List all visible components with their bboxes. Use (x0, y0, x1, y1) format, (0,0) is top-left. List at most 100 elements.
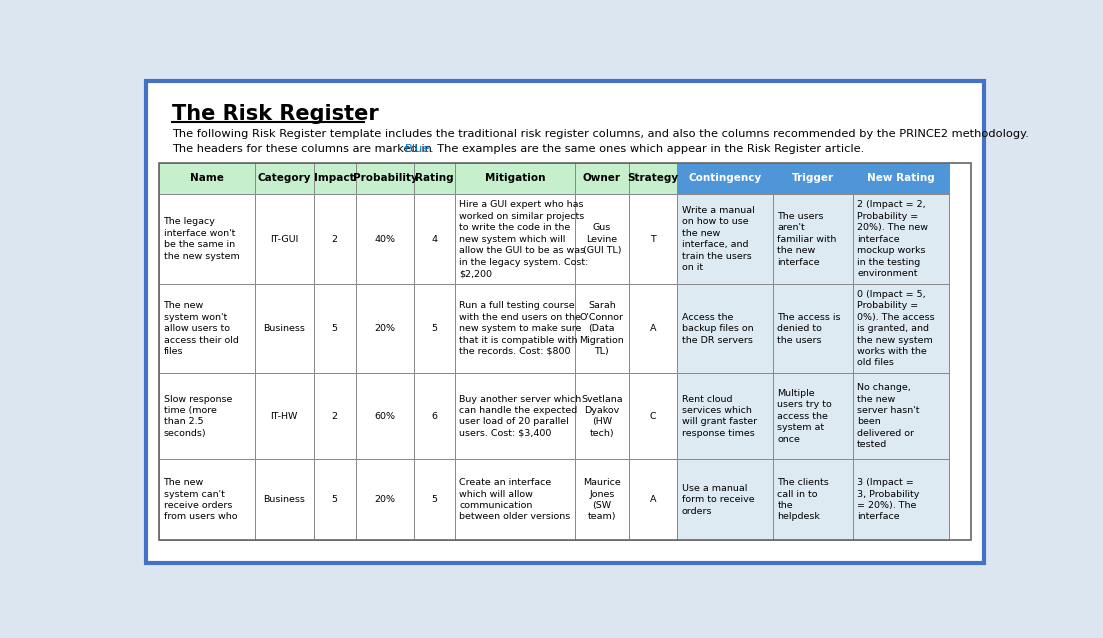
Bar (575, 195, 629, 284)
Text: 4: 4 (431, 235, 438, 244)
Bar (356, 284, 415, 373)
Text: The following Risk Register template includes the traditional risk register colu: The following Risk Register template inc… (172, 129, 1029, 139)
Text: The legacy
interface won't
be the same in
the new system: The legacy interface won't be the same i… (163, 218, 239, 261)
Bar (255, 373, 313, 459)
Bar (853, 163, 949, 195)
Text: The headers for these columns are marked in: The headers for these columns are marked… (172, 144, 436, 154)
Bar (575, 284, 629, 373)
Bar (629, 284, 677, 373)
Text: The clients
call in to
the
helpdesk: The clients call in to the helpdesk (778, 478, 829, 521)
Text: Strategy: Strategy (628, 174, 678, 184)
Text: Trigger: Trigger (792, 174, 834, 184)
Text: The new
system won't
allow users to
access their old
files: The new system won't allow users to acce… (163, 301, 238, 356)
Text: Blue: Blue (405, 144, 430, 154)
Bar (313, 284, 356, 373)
Bar (255, 459, 313, 540)
Text: A: A (650, 495, 656, 504)
Bar (159, 373, 255, 459)
Text: Gus
Levine
(GUI TL): Gus Levine (GUI TL) (582, 223, 621, 255)
Bar (773, 284, 853, 373)
Bar (159, 195, 255, 284)
Text: The Risk Register: The Risk Register (172, 103, 378, 124)
Bar (575, 459, 629, 540)
Text: Svetlana
Dyakov
(HW
tech): Svetlana Dyakov (HW tech) (581, 394, 623, 438)
Bar (575, 163, 629, 195)
Bar (677, 459, 773, 540)
Bar (313, 459, 356, 540)
Bar (415, 163, 454, 195)
Text: No change,
the new
server hasn't
been
delivered or
tested: No change, the new server hasn't been de… (857, 383, 920, 449)
Bar (159, 163, 255, 195)
Text: 40%: 40% (375, 235, 396, 244)
Text: Business: Business (264, 324, 306, 333)
Bar (454, 284, 575, 373)
Text: 2 (Impact = 2,
Probability =
20%). The new
interface
mockup works
in the testing: 2 (Impact = 2, Probability = 20%). The n… (857, 200, 928, 278)
Bar (356, 195, 415, 284)
Bar (629, 459, 677, 540)
Bar (255, 163, 313, 195)
Text: 2: 2 (332, 235, 338, 244)
Text: Probability: Probability (353, 174, 417, 184)
Text: Category: Category (258, 174, 311, 184)
Bar (313, 373, 356, 459)
Text: . The examples are the same ones which appear in the Risk Register article.: . The examples are the same ones which a… (430, 144, 865, 154)
Text: Run a full testing course
with the end users on the
new system to make sure
that: Run a full testing course with the end u… (459, 301, 581, 356)
Text: Access the
backup files on
the DR servers: Access the backup files on the DR server… (682, 313, 753, 345)
Text: 20%: 20% (375, 495, 396, 504)
Bar (313, 163, 356, 195)
Text: Contingency: Contingency (688, 174, 762, 184)
Bar (677, 195, 773, 284)
Text: 6: 6 (431, 412, 438, 421)
Bar (853, 195, 949, 284)
Text: IT-HW: IT-HW (270, 412, 298, 421)
Text: 0 (Impact = 5,
Probability =
0%). The access
is granted, and
the new system
work: 0 (Impact = 5, Probability = 0%). The ac… (857, 290, 934, 367)
Text: The new
system can't
receive orders
from users who: The new system can't receive orders from… (163, 478, 237, 521)
Bar (677, 284, 773, 373)
Bar (255, 284, 313, 373)
Text: IT-GUI: IT-GUI (270, 235, 299, 244)
Bar (773, 459, 853, 540)
Bar (454, 373, 575, 459)
Text: Buy another server which
can handle the expected
user load of 20 parallel
users.: Buy another server which can handle the … (459, 394, 581, 438)
Text: Owner: Owner (582, 174, 621, 184)
Bar (853, 373, 949, 459)
Text: Impact: Impact (314, 174, 355, 184)
Text: 2: 2 (332, 412, 338, 421)
Bar (677, 163, 773, 195)
Bar (356, 373, 415, 459)
Text: A: A (650, 324, 656, 333)
Text: New Rating: New Rating (867, 174, 934, 184)
Bar (356, 459, 415, 540)
Text: Name: Name (190, 174, 224, 184)
Bar (454, 459, 575, 540)
Text: The users
aren't
familiar with
the new
interface: The users aren't familiar with the new i… (778, 212, 837, 267)
Bar (159, 163, 972, 540)
Text: Hire a GUI expert who has
worked on similar projects
to write the code in the
ne: Hire a GUI expert who has worked on simi… (459, 200, 589, 278)
Text: Use a manual
form to receive
orders: Use a manual form to receive orders (682, 484, 754, 516)
Bar (677, 373, 773, 459)
Text: 5: 5 (332, 495, 338, 504)
Bar (415, 459, 454, 540)
Bar (313, 195, 356, 284)
Bar (356, 163, 415, 195)
Bar (629, 373, 677, 459)
Bar (255, 195, 313, 284)
Bar (415, 195, 454, 284)
Bar (454, 163, 575, 195)
Text: C: C (650, 412, 656, 421)
Text: Write a manual
on how to use
the new
interface, and
train the users
on it: Write a manual on how to use the new int… (682, 206, 754, 272)
Text: Multiple
users try to
access the
system at
once: Multiple users try to access the system … (778, 389, 832, 443)
Bar (853, 284, 949, 373)
Bar (575, 373, 629, 459)
Bar (629, 163, 677, 195)
Text: Slow response
time (more
than 2.5
seconds): Slow response time (more than 2.5 second… (163, 394, 232, 438)
Bar (773, 163, 853, 195)
Text: Maurice
Jones
(SW
team): Maurice Jones (SW team) (583, 478, 621, 521)
Bar (773, 373, 853, 459)
Text: 5: 5 (332, 324, 338, 333)
Bar (415, 373, 454, 459)
Bar (159, 459, 255, 540)
Bar (159, 284, 255, 373)
Bar (853, 459, 949, 540)
Text: 20%: 20% (375, 324, 396, 333)
